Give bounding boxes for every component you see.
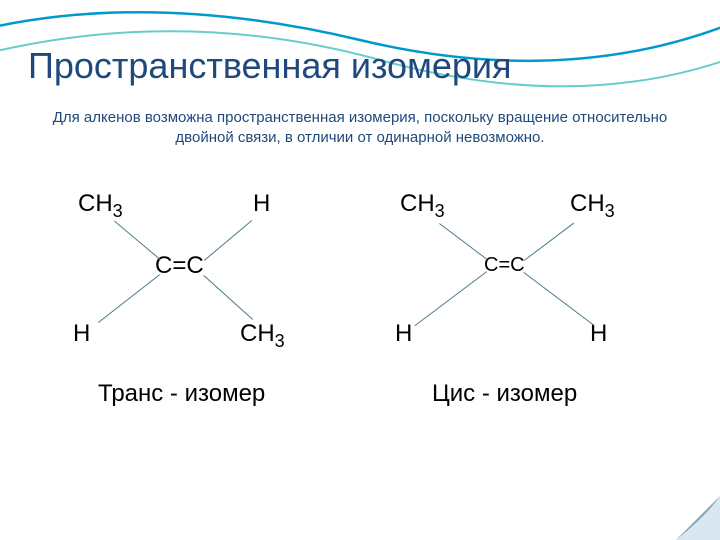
bond-right-tl [439,223,488,260]
right-bottom-left-group: H [395,320,412,348]
right-top-right-group: CH3 [570,190,615,222]
bond-right-br [523,272,594,326]
bond-right-tr [524,223,574,261]
left-bottom-right-group: CH3 [240,320,285,352]
left-bottom-left-text: H [73,320,90,347]
bond-left-tl [114,221,161,260]
slide-subtitle: Для алкенов возможна пространственная из… [45,108,675,147]
right-top-left-text: CH [400,190,435,217]
right-center-group: C=C [484,254,525,277]
bond-left-tr [204,220,252,261]
left-center-group: C=C [155,252,204,280]
page-curl-icon [676,496,720,540]
cis-isomer-label: Цис - изомер [432,380,577,408]
bond-left-br [203,275,253,320]
bond-left-bl [98,274,160,323]
right-bottom-left-text: H [395,320,412,347]
left-bottom-right-text: CH [240,320,275,347]
left-top-left-sub: 3 [113,201,123,221]
trans-isomer-label: Транс - изомер [98,380,265,408]
right-top-left-group: CH3 [400,190,445,222]
isomer-diagram: CH3 H C=C H CH3 Транс - изомер CH3 CH3 C… [0,170,720,490]
left-top-left-text: CH [78,190,113,217]
right-top-right-text: CH [570,190,605,217]
left-top-right-text: H [253,190,270,217]
left-top-right-group: H [253,190,270,218]
left-bottom-right-sub: 3 [275,331,285,351]
slide-title: Пространственная изомерия [28,45,511,87]
left-top-left-group: CH3 [78,190,123,222]
right-top-left-sub: 3 [435,201,445,221]
bond-right-bl [415,271,487,326]
right-top-right-sub: 3 [605,201,615,221]
left-bottom-left-group: H [73,320,90,348]
